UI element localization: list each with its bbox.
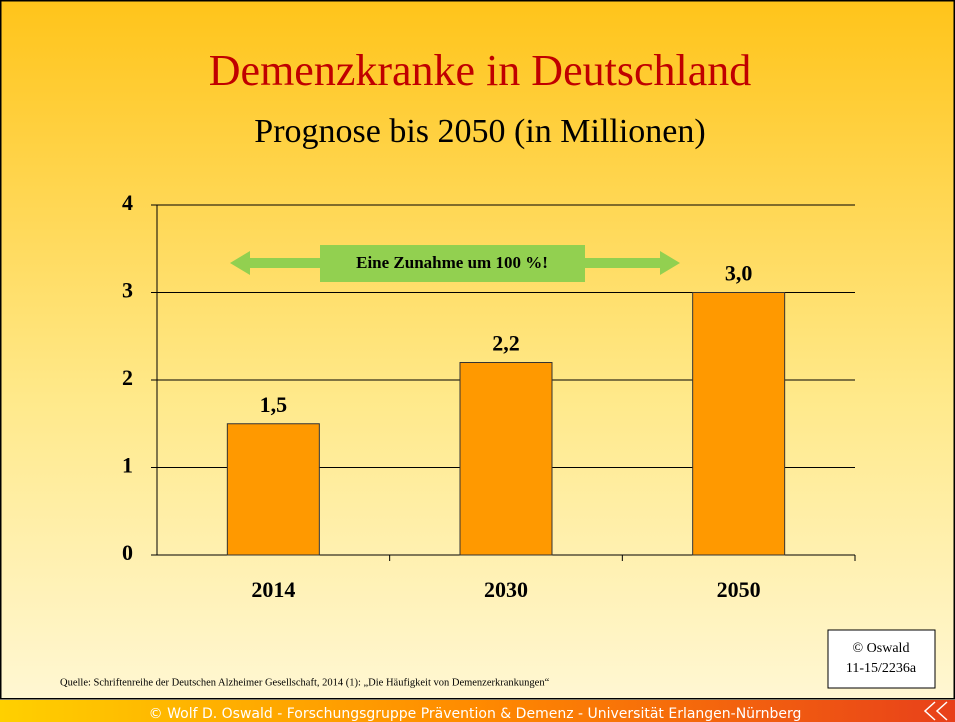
bar [459, 362, 553, 556]
x-tick-label: 2050 [717, 577, 761, 602]
annotation: Eine Zunahme um 100 %! [230, 245, 680, 282]
chart-title: Demenzkranke in Deutschland [209, 46, 751, 95]
arrow-right [585, 251, 680, 275]
y-tick-label: 2 [122, 365, 133, 390]
bar [692, 292, 786, 556]
source: Quelle: Schriftenreihe der Deutschen Alz… [60, 677, 550, 688]
copyright-line: 11-15/2236a [846, 661, 917, 676]
footer-text: © Wolf D. Oswald - Forschungsgruppe Präv… [149, 706, 802, 722]
y-tick-label: 0 [122, 540, 133, 565]
arrow-left [230, 251, 320, 275]
annotation-text: Eine Zunahme um 100 %! [356, 253, 548, 272]
chart-subtitle: Prognose bis 2050 (in Millionen) [254, 113, 705, 150]
copyright-line: © Oswald [853, 641, 910, 656]
x-tick-label: 2014 [251, 577, 295, 602]
y-tick-label: 1 [122, 453, 133, 478]
chevrons [923, 701, 948, 721]
x-tick-label: 2030 [484, 577, 528, 602]
annotation-box [320, 245, 585, 282]
value-label: 2,2 [492, 331, 520, 356]
bar [226, 423, 320, 556]
y-tick-label: 3 [122, 278, 133, 303]
value-label: 1,5 [260, 392, 288, 417]
copyright-box [827, 629, 936, 689]
footer-bar [0, 700, 955, 722]
value-label: 3,0 [725, 261, 753, 286]
frame [0, 0, 955, 700]
y-tick-label: 4 [122, 190, 133, 215]
